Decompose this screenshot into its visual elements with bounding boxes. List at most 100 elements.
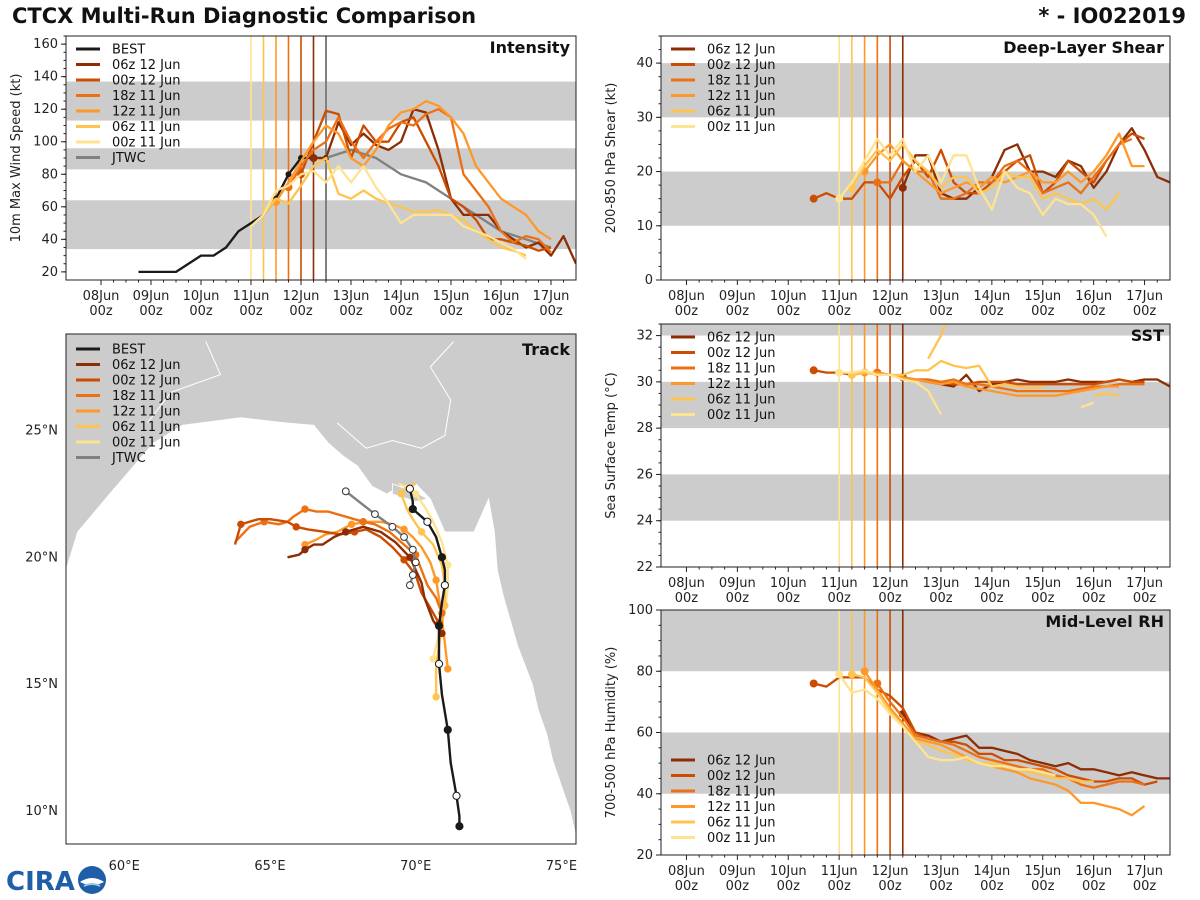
sst-band-0 <box>661 474 1170 521</box>
sst-ytick-label: 22 <box>636 560 653 575</box>
track-title: Track <box>522 340 570 359</box>
shear-init-point-18z-11-jun <box>873 178 882 187</box>
intensity-xtick-label: 16Jun 00z <box>483 289 520 319</box>
rh-init-point-12z-11-jun <box>860 667 869 676</box>
rh-legend-label-00z-11-jun: 00z 11 Jun <box>707 831 776 846</box>
rh-legend-label-06z-11-jun: 06z 11 Jun <box>707 816 776 831</box>
track-legend-label-06z-12-jun: 06z 12 Jun <box>112 358 181 373</box>
rh-xtick-label: 14Jun 00z <box>973 864 1010 894</box>
rh-ytick-label: 80 <box>636 664 653 679</box>
track-panel: 60°E 65°E 70°E 75°E 10°N 15°N 20°N 25°N Track BES… <box>25 333 577 874</box>
shear-ytick-label: 10 <box>636 219 653 234</box>
track-point-00z-12-jun <box>292 523 300 531</box>
rh-series-06z-12-jun-0 <box>901 713 1170 780</box>
track-point-jtwc <box>411 558 420 567</box>
shear-init-point-06z-12-jun <box>898 183 907 192</box>
rh-xtick-label: 09Jun 00z <box>719 864 756 894</box>
track-legend-label-best: BEST <box>112 343 145 358</box>
sst-xtick-label: 09Jun 00z <box>719 576 756 606</box>
track-point-best <box>434 621 444 630</box>
shear-ytick-label: 40 <box>636 56 653 71</box>
track-lon-label: 65°E <box>254 859 285 874</box>
sst-xtick-label: 08Jun 00z <box>668 576 705 606</box>
intensity-xtick-label: 15Jun 00z <box>433 289 470 319</box>
intensity-series-00z-11-jun-7 <box>250 164 527 260</box>
intensity-series-jtwc-1 <box>325 148 552 249</box>
intensity-ytick-label: 120 <box>33 102 58 117</box>
shear-xtick-label: 11Jun 00z <box>821 289 858 319</box>
shear-xtick-label: 17Jun 00z <box>1126 289 1163 319</box>
rh-series-06z-11-jun-4 <box>851 673 1094 783</box>
sst-title: SST <box>1131 326 1164 345</box>
intensity-legend-label-best: BEST <box>112 43 145 58</box>
shear-legend-label-00z-12-jun: 00z 12 Jun <box>707 58 776 73</box>
intensity-series-06z-11-jun-6 <box>262 156 527 257</box>
rh-legend-label-18z-11-jun: 18z 11 Jun <box>707 785 776 800</box>
rh-legend-label-00z-12-jun: 00z 12 Jun <box>707 769 776 784</box>
intensity-xtick-label: 14Jun 00z <box>383 289 420 319</box>
intensity-legend-label-00z-11-jun: 00z 11 Jun <box>112 136 181 151</box>
rh-xtick-label: 17Jun 00z <box>1126 864 1163 894</box>
rh-legend-label-06z-12-jun: 06z 12 Jun <box>707 754 776 769</box>
shear-xtick-label: 13Jun 00z <box>923 289 960 319</box>
track-point-best <box>443 725 452 734</box>
sst-ytick-label: 32 <box>636 329 653 344</box>
intensity-xtick-label: 08Jun 00z <box>83 289 120 319</box>
sst-xtick-label: 11Jun 00z <box>821 576 858 606</box>
track-point-best <box>408 504 417 514</box>
rh-ytick-label: 40 <box>636 787 653 802</box>
track-point-best <box>455 822 464 831</box>
track-point-18z-11-jun <box>301 505 309 513</box>
intensity-legend-label-18z-11-jun: 18z 11 Jun <box>112 89 181 104</box>
track-legend-label-00z-11-jun: 00z 11 Jun <box>112 436 181 451</box>
track-point-00z-11-jun <box>444 561 452 569</box>
track-lat-label: 15°N <box>25 677 58 692</box>
rh-xtick-label: 15Jun 00z <box>1024 864 1061 894</box>
sst-band-2 <box>661 324 1170 336</box>
intensity-legend-label-12z-11-jun: 12z 11 Jun <box>112 105 181 120</box>
track-legend-label-jtwc: JTWC <box>111 451 146 466</box>
sst-series-06z-11-jun-6 <box>927 324 947 360</box>
track-point-18z-11-jun <box>359 518 367 526</box>
intensity-band-2 <box>66 81 576 121</box>
rh-xtick-label: 08Jun 00z <box>668 864 705 894</box>
track-point-best <box>437 553 447 562</box>
track-lat-label: 10°N <box>25 804 58 819</box>
shear-series <box>809 127 1170 238</box>
track-point-best <box>423 517 432 526</box>
sst-xtick-label: 10Jun 00z <box>770 576 807 606</box>
shear-legend-label-06z-11-jun: 06z 11 Jun <box>707 105 776 120</box>
sst-series-06z-11-jun-8 <box>1093 392 1120 397</box>
land-polygon-0 <box>66 334 576 837</box>
intensity-panel: 20 40 60 80 100 120 140 160 08Jun 00z 09Jun 00z 10Ju… <box>9 35 577 319</box>
rh-xtick-label: 11Jun 00z <box>821 864 858 894</box>
rh-xtick-label: 12Jun 00z <box>872 864 909 894</box>
rh-ytick-label: 60 <box>636 726 653 741</box>
sst-ytick-label: 26 <box>636 467 653 482</box>
rh-init-point-00z-12-jun <box>809 679 818 688</box>
intensity-xtick-label: 09Jun 00z <box>133 289 170 319</box>
intensity-ytick-label: 40 <box>41 232 58 247</box>
shear-series-18z-11-jun-2 <box>877 137 1133 200</box>
sst-series-12z-11-jun-3 <box>864 371 1120 397</box>
shear-ytick-label: 30 <box>636 110 653 125</box>
track-point-00z-12-jun <box>237 520 245 528</box>
shear-xtick-label: 10Jun 00z <box>770 289 807 319</box>
track-line-18z-11-jun <box>234 507 444 614</box>
sst-ytick-label: 28 <box>636 421 653 436</box>
track-point-best <box>440 581 449 590</box>
intensity-ylabel: 10m Max Wind Speed (kt) <box>9 74 24 243</box>
shear-legend-label-18z-11-jun: 18z 11 Jun <box>707 74 776 89</box>
rh-init-point-06z-11-jun <box>847 670 856 679</box>
track-point-jtwc <box>371 510 379 519</box>
track-point-06z-12-jun <box>342 528 350 536</box>
track-point-jtwc <box>408 571 417 579</box>
sst-init-point-00z-12-jun <box>809 366 818 375</box>
sst-xtick-label: 13Jun 00z <box>923 576 960 606</box>
track-point-06z-12-jun <box>406 553 414 561</box>
intensity-series-00z-12-jun-3 <box>299 109 552 252</box>
shear-title: Deep-Layer Shear <box>1003 38 1164 57</box>
rh-title: Mid-Level RH <box>1045 612 1164 631</box>
intensity-xtick-label: 10Jun 00z <box>183 289 220 319</box>
